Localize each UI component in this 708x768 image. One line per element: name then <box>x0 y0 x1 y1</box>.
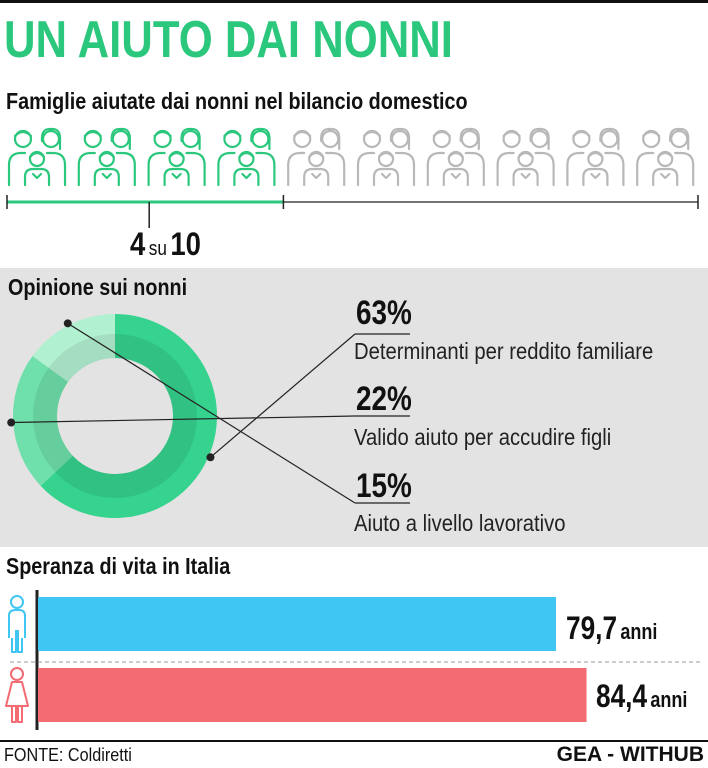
donut-dot-1 <box>206 453 215 462</box>
life-title: Speranza di vita in Italia <box>6 553 231 579</box>
source-note: FONTE: Coldiretti <box>4 745 132 765</box>
top-rule <box>0 0 708 3</box>
opinion-desc-3: Aiuto a livello lavorativo <box>354 510 566 536</box>
family-icon-4-helped <box>217 127 276 187</box>
families-ratio-ruler <box>6 195 699 228</box>
life-value-women-unit: anni <box>650 687 688 712</box>
female-icon <box>5 667 29 723</box>
life-value-women: 84,4 anni <box>596 680 687 712</box>
family-icon-6-not-helped <box>356 127 416 187</box>
donut-slice-3 <box>32 314 115 382</box>
donut-slice-shade-1 <box>55 334 197 498</box>
credit: GEA - WITHUB <box>556 743 704 766</box>
family-icon-10-not-helped <box>636 127 695 187</box>
family-icon-5-not-helped <box>287 127 346 187</box>
donut-slice-shade-2 <box>33 367 74 473</box>
donut-slice-1 <box>40 314 217 518</box>
family-icon-8-not-helped <box>496 127 555 187</box>
family-icon-3-helped <box>147 127 206 187</box>
families-ratio-label: 4 su 10 <box>130 228 201 260</box>
opinion-pct-2: 22% <box>356 380 412 418</box>
ratio-total: 10 <box>170 226 201 262</box>
page-title: UN AIUTO DAI NONNI <box>4 11 453 69</box>
donut-slice-shade-3 <box>48 334 116 383</box>
opinion-desc-1: Determinanti per reddito familiare <box>354 338 654 364</box>
life-value-women-number: 84,4 <box>596 678 648 714</box>
bottom-rule <box>0 740 708 742</box>
family-icon-7-not-helped <box>426 127 485 187</box>
family-icon-1-helped <box>7 127 67 187</box>
life-expectancy-chart <box>5 590 700 730</box>
donut-slice-2 <box>12 356 73 486</box>
opinion-donut-chart <box>7 314 410 518</box>
donut-leader-2 <box>11 415 356 424</box>
life-bar-women <box>38 668 587 722</box>
life-value-men-number: 79,7 <box>566 610 618 646</box>
donut-dot-3 <box>63 319 72 328</box>
families-title: Famiglie aiutate dai nonni nel bilancio … <box>6 88 468 114</box>
opinion-pct-3: 15% <box>356 467 412 505</box>
life-value-men-unit: anni <box>620 619 658 644</box>
family-icon-2-helped <box>77 127 136 187</box>
male-icon <box>8 595 26 653</box>
donut-leader-1 <box>210 333 356 458</box>
ratio-number: 4 <box>130 226 146 262</box>
donut-dot-2 <box>7 418 16 427</box>
opinion-desc-2: Valido aiuto per accudire figli <box>354 424 612 450</box>
family-icon-9-not-helped <box>566 127 625 187</box>
families-icon-row <box>7 127 695 187</box>
donut-leader-3 <box>67 322 356 504</box>
opinion-title: Opinione sui nonni <box>8 274 188 300</box>
life-bar-men <box>38 597 556 651</box>
opinion-pct-1: 63% <box>356 294 412 332</box>
ratio-su: su <box>148 238 167 260</box>
life-value-men: 79,7 anni <box>566 612 657 644</box>
